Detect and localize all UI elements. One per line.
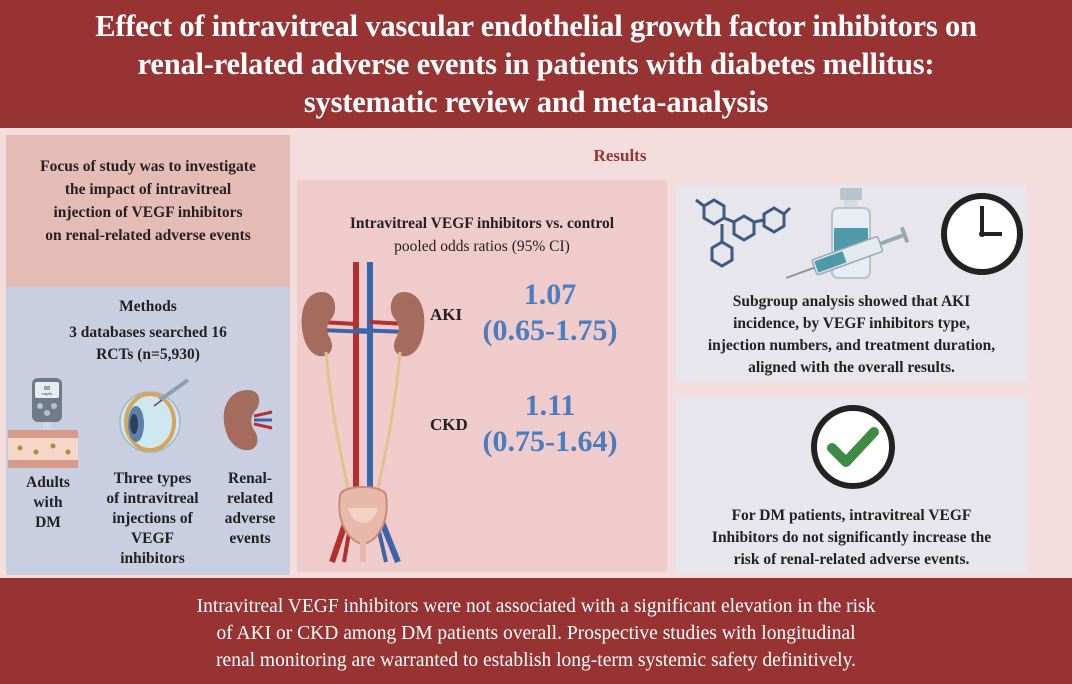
subgroup-line: aligned with the overall results. [748,359,955,376]
subgroup-line: Subgroup analysis showed that AKI [732,293,971,310]
caption-line: Three types [113,470,192,487]
subgroup-line: injection numbers, and treatment duratio… [707,337,996,354]
caption-line: events [229,530,271,547]
aki-odds-ratio: 1.07 [523,278,577,311]
ckd-ci: (0.75-1.64) [482,425,618,458]
blood-vessel-icon [8,430,78,468]
glucose-meter-readout: 88 [44,386,50,392]
results-heading: Intravitreal VEGF inhibitors vs. control… [297,212,667,258]
conclusion-line: Inhibitors do not significantly increase… [711,529,992,546]
methods-line: 3 databases searched 16 [69,324,227,341]
aki-result: 1.07 (0.65-1.75) [480,277,620,349]
svg-text:mg/dL: mg/dL [42,392,53,396]
caption-line: with [33,494,63,511]
caption-renal: Renal- related adverse events [210,469,290,549]
caption-line: Adults [26,474,70,491]
ckd-odds-ratio: 1.11 [524,389,576,422]
conclusion-line: risk of renal-related adverse events. [733,551,970,568]
subgroup-text: Subgroup analysis showed that AKI incide… [676,291,1027,379]
focus-line: injection of VEGF inhibitors [53,204,243,221]
check-circle-icon [811,405,895,489]
title-banner: Effect of intravitreal vascular endothel… [0,0,1072,128]
methods-text: 3 databases searched 16 RCTs (n=5,930) [6,322,290,366]
caption-line: DM [35,514,61,531]
focus-arrow-shape [6,252,290,287]
results-heading-plain: pooled odds ratios (95% CI) [394,238,570,255]
aki-ci: (0.65-1.75) [482,314,618,347]
syringe-icon [785,226,910,279]
methods-title: Methods [119,298,177,315]
caption-injections: Three types of intravitreal injections o… [95,469,210,569]
caption-line: inhibitors [120,550,185,567]
clock-icon [941,193,1023,275]
caption-line: related [226,490,274,507]
conclusion-text: For DM patients, intravitreal VEGF Inhib… [676,505,1027,571]
focus-line: the impact of intravitreal [64,181,232,198]
caption-line: VEGF [130,530,175,547]
footer-banner: Intravitreal VEGF inhibitors were not as… [0,578,1072,684]
aki-label: AKI [430,305,463,324]
caption-adults: Adults with DM [8,473,88,533]
page-title: Effect of intravitreal vascular endothel… [95,9,977,119]
ckd-result: 1.11 (0.75-1.64) [480,388,620,460]
focus-line: Focus of study was to investigate [40,158,256,175]
kidney-icon [223,390,273,451]
subgroup-line: incidence, by VEGF inhibitors type, [733,315,970,332]
results-title: Results [593,146,647,165]
caption-line: adverse [224,510,276,527]
conclusion-line: For DM patients, intravitreal VEGF [731,507,972,524]
eye-injection-icon [119,378,190,453]
focus-line: on renal-related adverse events [45,227,251,244]
results-heading-bold: Intravitreal VEGF inhibitors vs. control [349,215,615,232]
methods-line: RCTs (n=5,930) [96,346,200,363]
footer-line: renal monitoring are warranted to establ… [216,650,856,671]
caption-line: injections of [112,510,193,527]
ckd-label: CKD [430,415,468,434]
footer-line: of AKI or CKD among DM patients overall.… [216,623,856,644]
caption-line: of intravitreal [106,490,199,507]
urinary-system-icon [301,262,425,564]
molecule-icon [695,198,792,268]
caption-line: Renal- [228,470,272,487]
footer-line: Intravitreal VEGF inhibitors were not as… [196,596,876,617]
